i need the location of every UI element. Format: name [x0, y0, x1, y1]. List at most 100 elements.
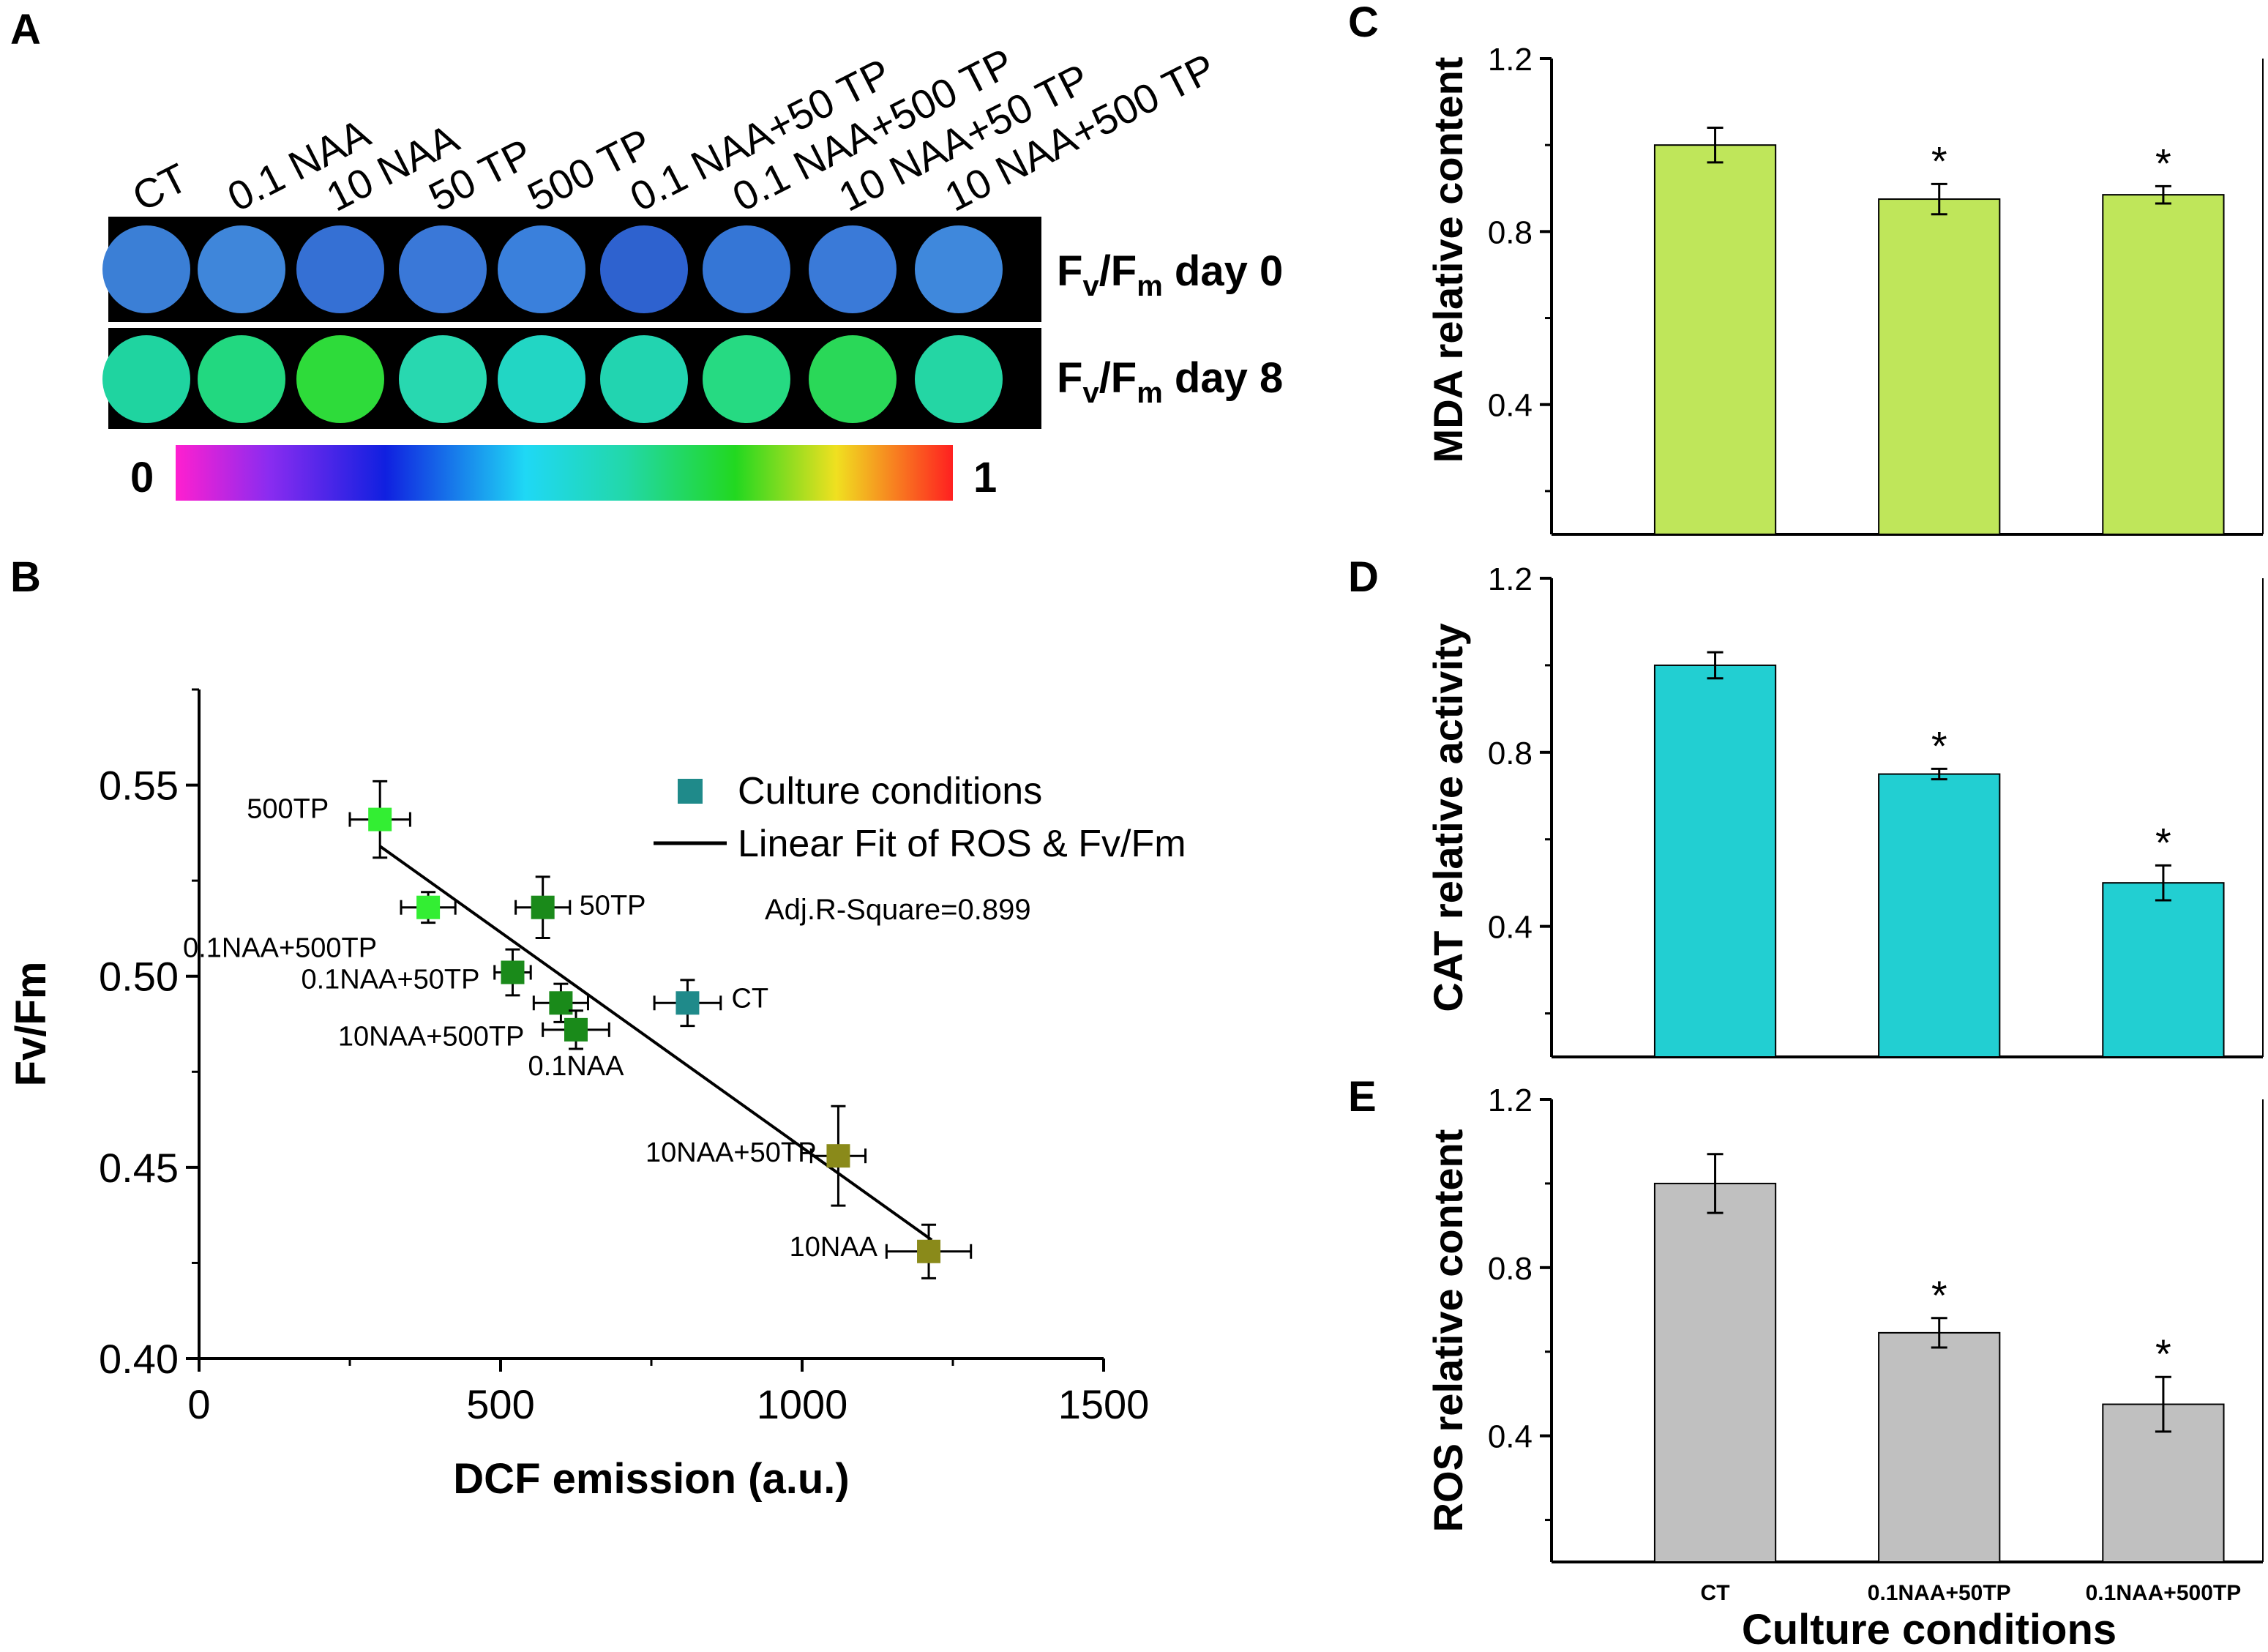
significance-star: *: [1931, 722, 1947, 769]
x-tick-label: 1000: [757, 1381, 848, 1427]
panel-b-scatter-chart: 0 500 1000 1500 0.40 0.45 0.50 0.55 DCF emission…: [7, 688, 1186, 1503]
leaf-disc-day0: [198, 225, 285, 313]
data-point: [501, 960, 525, 984]
leaf-disc-day0: [498, 225, 585, 313]
panel-letter-a: A: [10, 6, 41, 53]
data-point-label: 0.1NAA+50TP: [301, 964, 479, 995]
panel-e-ros-bar-chart: 0.4 0.8 1.2 ROS relative content CT * 0.1NAA+5…: [1425, 1083, 2264, 1652]
legend-series-label: Culture conditions: [738, 770, 1042, 812]
data-point-label: 10NAA: [790, 1232, 878, 1263]
leaf-disc-day0: [915, 225, 1003, 313]
leaf-disc-day0: [703, 225, 790, 313]
panel-letter-b: B: [10, 553, 41, 601]
significance-star: *: [2155, 819, 2171, 865]
leaf-disc-day8: [399, 335, 487, 423]
data-point: [531, 895, 555, 919]
bar: [1878, 773, 2001, 1058]
data-point: [564, 1017, 588, 1042]
panel-d-cat-bar-chart: 0.4 0.8 1.2 CAT relative activity * *: [1425, 561, 2264, 1058]
y-axis-title: MDA relative content: [1425, 57, 1471, 463]
leaf-disc-day8: [703, 335, 790, 423]
leaf-disc-day0: [600, 225, 688, 313]
data-point: [826, 1144, 850, 1168]
leaf-disc-day8: [102, 335, 190, 423]
data-point-label: 0.1NAA: [528, 1051, 625, 1082]
panel-letter-d: D: [1348, 553, 1379, 601]
y-axis-title: ROS relative content: [1425, 1129, 1471, 1533]
data-point-label: 50TP: [580, 891, 646, 922]
panel-letter-c: C: [1348, 0, 1379, 46]
x-tick-label: 0: [187, 1381, 210, 1427]
row-label-part: /F: [1099, 247, 1137, 295]
leaf-disc-day8: [296, 335, 384, 423]
y-axis-title: Fv/Fm: [7, 962, 55, 1087]
significance-star: *: [2155, 1331, 2171, 1377]
row-label-part: day 0: [1163, 247, 1283, 295]
significance-star: *: [2155, 140, 2171, 186]
y-tick-label: 0.45: [99, 1145, 179, 1191]
y-tick-label: 1.2: [1488, 1083, 1532, 1118]
data-point: [416, 895, 441, 919]
y-tick-label: 0.8: [1488, 214, 1532, 250]
row-label-part: v: [1082, 377, 1099, 409]
panel-c-mda-bar-chart: 0.4 0.8 1.2 MDA relative content * *: [1425, 42, 2264, 536]
leaf-disc-day0: [809, 225, 897, 313]
color-scale-bar: [176, 445, 953, 501]
x-tick-label: 500: [466, 1381, 534, 1427]
row-label-part: day 8: [1163, 354, 1283, 402]
y-tick-label: 0.40: [99, 1336, 179, 1382]
significance-star: *: [1931, 1272, 1947, 1318]
leaf-disc-day8: [198, 335, 285, 423]
data-point-label: 10NAA+50TP: [645, 1137, 816, 1168]
bar: [1653, 664, 1777, 1058]
y-tick-label: 1.2: [1488, 561, 1532, 597]
data-point: [675, 991, 700, 1015]
data-point-label: 0.1NAA+500TP: [183, 933, 377, 964]
panel-letter-e: E: [1348, 1073, 1377, 1121]
y-tick-label: 0.8: [1488, 736, 1532, 771]
data-point-label: CT: [731, 983, 768, 1014]
row-label-part: m: [1137, 377, 1163, 409]
significance-star: *: [1931, 138, 1947, 184]
bar: [1878, 198, 2001, 535]
y-tick-label: 0.4: [1488, 1419, 1532, 1455]
scale-max-label: 1: [973, 454, 997, 501]
bar: [1653, 144, 1777, 535]
row-label-part: v: [1082, 270, 1099, 302]
x-axis-title: Culture conditions: [1742, 1606, 2117, 1652]
r-square-annotation: Adj.R-Square=0.899: [765, 894, 1031, 926]
y-tick-label: 0.4: [1488, 388, 1532, 424]
scale-min-label: 0: [130, 454, 154, 501]
column-label: CT: [125, 154, 195, 220]
leaf-disc-day8: [600, 335, 688, 423]
x-tick-label: 1500: [1058, 1381, 1150, 1427]
legend-fit-label: Linear Fit of ROS & Fv/Fm: [738, 823, 1186, 865]
leaf-disc-day8: [915, 335, 1003, 423]
leaf-disc-day8: [498, 335, 585, 423]
row-label: Fv/Fm day 0: [1057, 247, 1283, 302]
row-label-part: /F: [1099, 354, 1137, 402]
y-tick-label: 0.8: [1488, 1251, 1532, 1287]
row-label-part: m: [1137, 270, 1163, 302]
category-label: CT: [1701, 1581, 1730, 1605]
category-label: 0.1NAA+500TP: [2086, 1581, 2242, 1605]
row-label-part: F: [1057, 354, 1082, 402]
leaf-disc-day8: [809, 335, 897, 423]
data-point-label: 10NAA+500TP: [338, 1021, 525, 1052]
y-tick-label: 0.55: [99, 763, 179, 809]
y-tick-label: 0.4: [1488, 910, 1532, 946]
bar: [2102, 882, 2225, 1058]
category-label: 0.1NAA+50TP: [1868, 1581, 2011, 1605]
y-tick-label: 1.2: [1488, 42, 1532, 78]
y-tick-label: 0.50: [99, 954, 179, 1000]
x-axis-title: DCF emission (a.u.): [453, 1455, 849, 1503]
y-axis-title: CAT relative activity: [1425, 623, 1471, 1012]
leaf-disc-day0: [399, 225, 487, 313]
data-point-label: 500TP: [247, 794, 329, 825]
row-label: Fv/Fm day 8: [1057, 354, 1283, 409]
legend-marker: [678, 779, 703, 804]
leaf-disc-day0: [102, 225, 190, 313]
bar: [1878, 1331, 2001, 1563]
